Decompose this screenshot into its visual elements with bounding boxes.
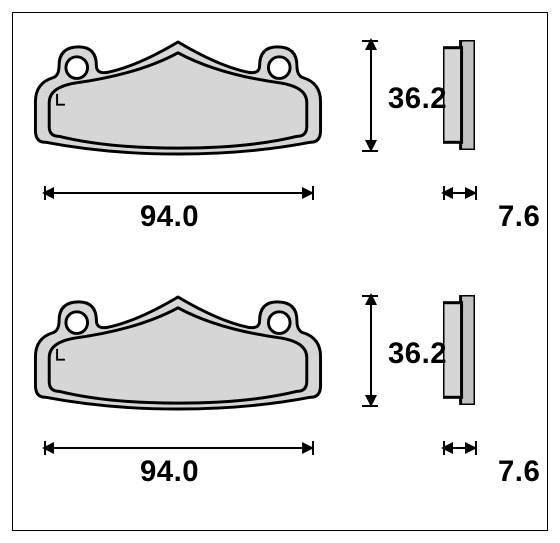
bottom-thick-dimline — [443, 447, 475, 449]
top-width-dimline — [44, 192, 312, 194]
top-height-dimline — [370, 40, 372, 150]
top-pad-front — [33, 40, 323, 156]
bottom-thick-label: 7.6 — [498, 455, 540, 489]
top-thick-label: 7.6 — [498, 200, 540, 234]
bottom-height-label: 36.2 — [388, 337, 447, 371]
bottom-height-dimline — [370, 295, 372, 405]
top-width-label: 94.0 — [140, 200, 199, 234]
bottom-pad-front — [33, 295, 323, 411]
top-pad-side — [443, 40, 475, 150]
top-height-label: 36.2 — [388, 82, 447, 116]
top-thick-dimline — [443, 192, 475, 194]
diagram-canvas: 94.0 36.2 7.6 94.0 36.2 7.6 — [0, 0, 560, 543]
bottom-pad-side — [443, 295, 475, 405]
bottom-width-dimline — [44, 447, 312, 449]
bottom-width-label: 94.0 — [140, 455, 199, 489]
